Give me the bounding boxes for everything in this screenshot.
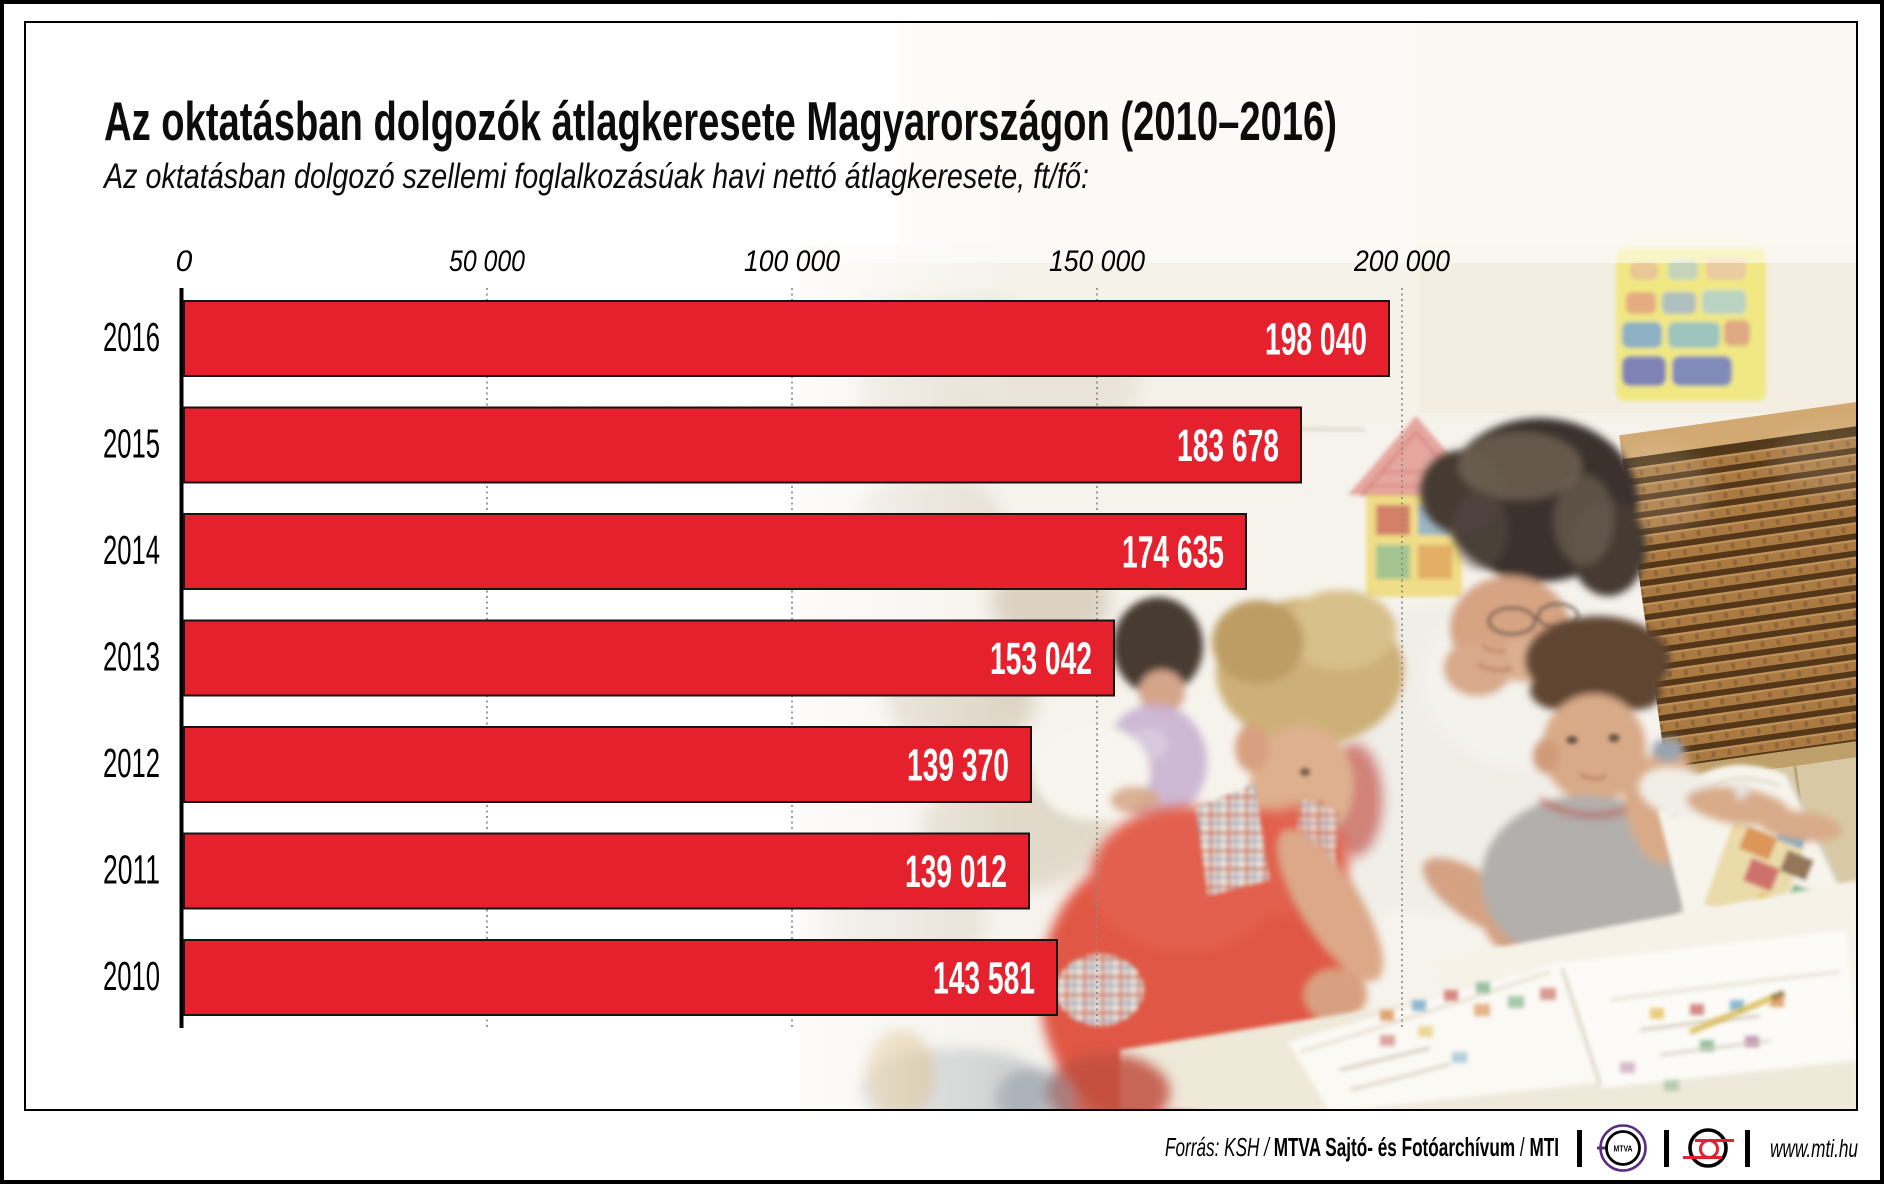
svg-text:198 040: 198 040 <box>1265 314 1367 365</box>
svg-text:0: 0 <box>176 245 193 278</box>
svg-text:www.mti.hu: www.mti.hu <box>1770 1135 1858 1163</box>
svg-text:2010: 2010 <box>103 953 160 999</box>
svg-text:139 370: 139 370 <box>907 740 1009 791</box>
svg-text:150 000: 150 000 <box>1049 245 1145 278</box>
svg-text:50 000: 50 000 <box>449 245 525 278</box>
svg-text:143 581: 143 581 <box>933 953 1035 1004</box>
svg-text:183 678: 183 678 <box>1177 420 1279 471</box>
svg-text:MTVA: MTVA <box>1614 1145 1633 1154</box>
svg-text:100 000: 100 000 <box>744 245 840 278</box>
svg-text:174 635: 174 635 <box>1122 527 1224 578</box>
svg-text:2013: 2013 <box>103 634 160 680</box>
svg-text:139 012: 139 012 <box>905 846 1007 897</box>
svg-text:Forrás: KSH / MTVA Sajtó- és F: Forrás: KSH / MTVA Sajtó- és Fotóarchívu… <box>1165 1132 1559 1162</box>
svg-text:Az oktatásban dolgozó szellemi: Az oktatásban dolgozó szellemi foglalkoz… <box>102 157 1089 196</box>
svg-text:2011: 2011 <box>103 847 160 893</box>
svg-text:2014: 2014 <box>103 527 160 573</box>
svg-text:200 000: 200 000 <box>1353 245 1450 278</box>
svg-text:153 042: 153 042 <box>990 633 1092 684</box>
svg-text:Az oktatásban dolgozók átlagke: Az oktatásban dolgozók átlagkeresete Mag… <box>104 90 1337 152</box>
svg-text:2015: 2015 <box>103 421 160 467</box>
svg-text:2012: 2012 <box>103 740 160 786</box>
svg-text:2016: 2016 <box>103 314 160 360</box>
